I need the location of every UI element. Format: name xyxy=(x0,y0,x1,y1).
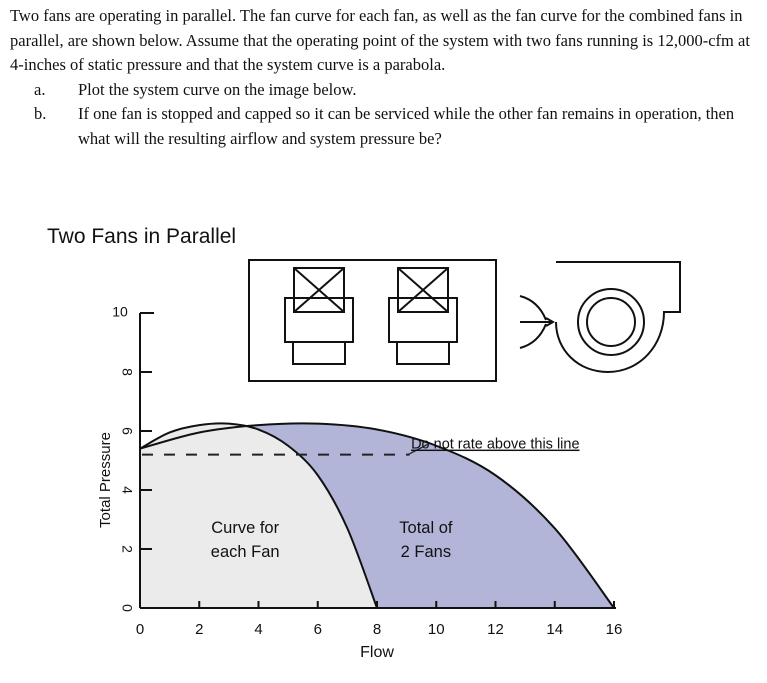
x-tick-label: 4 xyxy=(254,621,262,638)
fan-unit-2 xyxy=(388,267,458,365)
problem-statement: Two fans are operating in parallel. The … xyxy=(10,4,755,151)
item-label: b. xyxy=(34,104,47,123)
fans-diagram xyxy=(248,259,681,382)
x-tick-label: 2 xyxy=(195,621,203,638)
x-tick-label: 8 xyxy=(373,621,381,638)
series-label-total-of-2-fans: Total of 2 Fans xyxy=(399,519,453,561)
y-tick-label: 0 xyxy=(119,604,135,612)
y-tick-label: 4 xyxy=(119,486,135,494)
problem-intro: Two fans are operating in parallel. The … xyxy=(10,6,750,74)
centrifugal-fan xyxy=(519,261,681,374)
y-tick-label: 8 xyxy=(119,368,135,376)
series-area-0 xyxy=(140,423,377,608)
y-tick-label: 10 xyxy=(112,304,128,320)
x-tick-label: 14 xyxy=(546,621,563,638)
problem-item-a: a. Plot the system curve on the image be… xyxy=(34,78,755,103)
series-line-1 xyxy=(139,422,615,609)
problem-item-b: b. If one fan is stopped and capped so i… xyxy=(34,102,755,151)
series-label-curve-for-each-fan: Curve for each Fan xyxy=(211,519,280,561)
x-tick-label: 0 xyxy=(136,621,144,638)
duct-box xyxy=(248,259,497,382)
y-tick-label: 6 xyxy=(119,427,135,435)
y-tick-label: 2 xyxy=(119,545,135,553)
x-tick-label: 12 xyxy=(487,621,504,638)
plot-area: Do not rate above this line 0 2 4 6 8 10 0 2 4 6 8 1… xyxy=(97,304,622,661)
x-axis-label: Flow xyxy=(360,644,394,661)
x-tick-label: 10 xyxy=(428,621,445,638)
item-label: a. xyxy=(34,79,46,99)
item-text: Plot the system curve on the image below… xyxy=(78,79,357,99)
x-tick-label: 16 xyxy=(606,621,623,638)
item-text: If one fan is stopped and capped so it c… xyxy=(78,104,735,148)
series-line-0 xyxy=(139,422,378,609)
chart-title: Two Fans in Parallel xyxy=(47,225,236,248)
rating-label: Do not rate above this line xyxy=(411,437,579,453)
y-axis-label: Total Pressure xyxy=(97,432,114,528)
x-tick-label: 6 xyxy=(314,621,322,638)
rating-leader xyxy=(407,444,428,456)
fan-unit-1 xyxy=(284,267,354,365)
